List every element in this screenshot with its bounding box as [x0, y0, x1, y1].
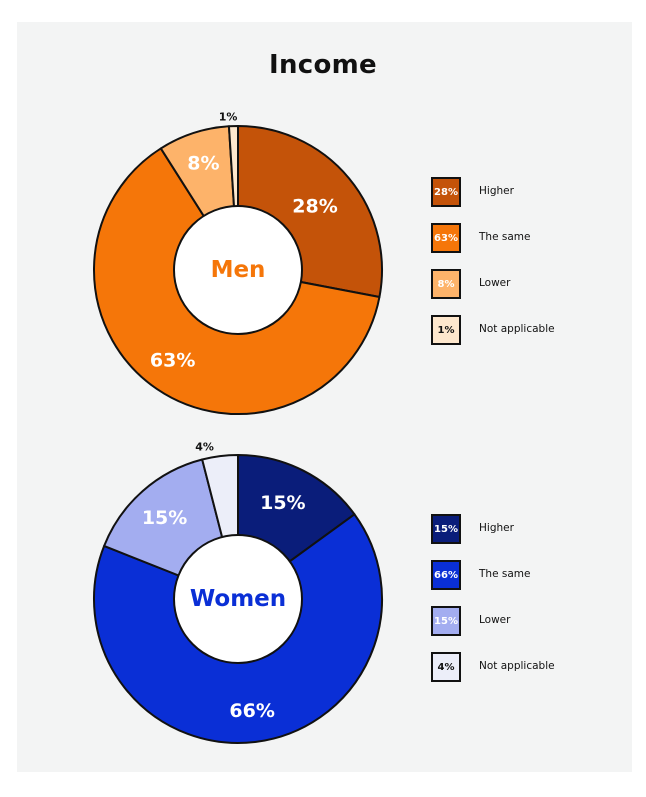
- slice-label-women-3: 4%: [195, 441, 214, 454]
- legend-label: The same: [479, 568, 531, 580]
- slice-label-men-3: 1%: [219, 111, 238, 124]
- legend-label: Higher: [479, 185, 514, 197]
- legend-swatch: 4%: [431, 652, 461, 682]
- slice-label-women-1: 66%: [229, 700, 274, 722]
- legend-label: Lower: [479, 277, 511, 289]
- slice-label-men-1: 63%: [150, 349, 195, 371]
- center-label-men: Men: [211, 257, 266, 283]
- center-label-women: Women: [190, 586, 286, 612]
- legend-swatch: 66%: [431, 560, 461, 590]
- legend-swatch: 63%: [431, 223, 461, 253]
- legend-label: Higher: [479, 522, 514, 534]
- legend-label: Not applicable: [479, 660, 555, 672]
- donut-hole-men: [173, 205, 303, 335]
- legend-swatch: 8%: [431, 269, 461, 299]
- legend-label: Lower: [479, 614, 511, 626]
- legend-label: Not applicable: [479, 323, 555, 335]
- legend-swatch: 15%: [431, 606, 461, 636]
- chart-title: Income: [269, 50, 377, 80]
- legend-label: The same: [479, 231, 531, 243]
- legend-swatch: 15%: [431, 514, 461, 544]
- slice-label-men-2: 8%: [187, 152, 219, 174]
- donut-hole-women: [173, 534, 303, 664]
- slice-label-men-0: 28%: [292, 195, 337, 217]
- slice-label-women-2: 15%: [142, 507, 187, 529]
- slice-label-women-0: 15%: [260, 492, 305, 514]
- legend-swatch: 28%: [431, 177, 461, 207]
- legend-swatch: 1%: [431, 315, 461, 345]
